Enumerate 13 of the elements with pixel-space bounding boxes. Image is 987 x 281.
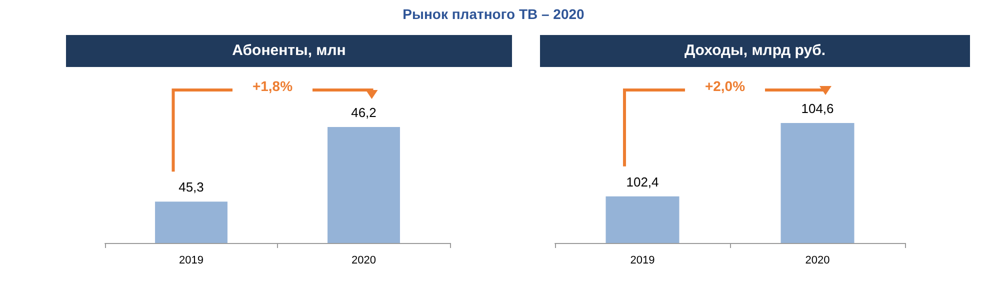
data-label: 46,2	[351, 105, 376, 120]
data-label: 45,3	[178, 180, 204, 195]
data-label: 104,6	[801, 101, 834, 116]
x-tick-label: 2020	[352, 254, 376, 266]
x-tick-label: 2019	[630, 254, 655, 266]
text: Рынок платного ТВ – 2020	[402, 6, 586, 22]
data-label: 102,4	[626, 174, 659, 190]
x-tick-label: 2020	[805, 254, 830, 266]
chart-subtitle: Абоненты, млн	[66, 35, 512, 67]
text: +2,0%	[704, 78, 746, 94]
chart-subtitle: Доходы, млрд руб.	[540, 35, 970, 67]
text: +1,8%	[252, 78, 293, 94]
x-tick-label: 2019	[179, 254, 204, 266]
